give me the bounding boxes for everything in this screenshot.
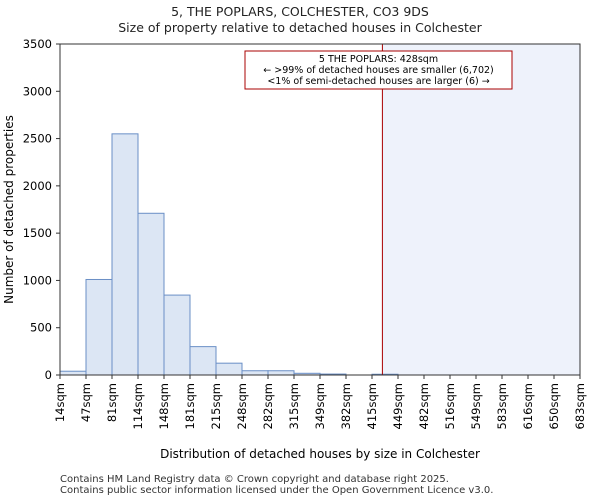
x-tick-label: 516sqm — [443, 383, 457, 429]
bar-114sqm — [137, 212, 165, 376]
x-tick-label: 315sqm — [287, 383, 301, 429]
y-tick-label: 2000 — [23, 179, 52, 193]
bars-group — [59, 133, 399, 376]
y-axis-label: Number of detached properties — [2, 115, 16, 304]
y-tick-label: 0 — [45, 368, 52, 382]
x-tick-label: 81sqm — [105, 383, 119, 422]
x-tick-label: 482sqm — [417, 383, 431, 429]
chart-title: 5, THE POPLARS, COLCHESTER, CO3 9DS Size… — [0, 4, 600, 36]
bar-181sqm — [189, 346, 217, 376]
bar-148sqm — [163, 294, 191, 376]
x-axis-label: Distribution of detached houses by size … — [160, 447, 480, 461]
title-line-2: Size of property relative to detached ho… — [118, 20, 482, 35]
x-tick-label: 248sqm — [235, 383, 249, 429]
x-tick-label: 382sqm — [339, 383, 353, 429]
annotation-line-1: 5 THE POPLARS: 428sqm — [319, 54, 438, 65]
x-tick-label: 14sqm — [53, 383, 67, 422]
bar-14sqm — [59, 370, 87, 376]
x-tick-label: 683sqm — [573, 383, 587, 429]
annotation-line-2: ← >99% of detached houses are smaller (6… — [263, 65, 494, 76]
bar-47sqm — [85, 278, 113, 376]
footer-line-2: Contains public sector information licen… — [60, 485, 494, 496]
x-tick-label: 114sqm — [131, 383, 145, 429]
y-tick-label: 3500 — [23, 37, 52, 51]
title-line-1: 5, THE POPLARS, COLCHESTER, CO3 9DS — [171, 4, 429, 19]
bar-248sqm — [241, 370, 269, 376]
x-tick-label: 583sqm — [495, 383, 509, 429]
x-tick-label: 181sqm — [183, 383, 197, 429]
y-tick-label: 2500 — [23, 132, 52, 146]
y-tick-label: 1500 — [23, 226, 52, 240]
x-tick-label: 549sqm — [469, 383, 483, 429]
x-tick-label: 47sqm — [79, 383, 93, 422]
x-tick-label: 349sqm — [313, 383, 327, 429]
y-axis: 0 500 1000 1500 2000 2500 3000 3500 — [23, 37, 60, 382]
x-axis: 14sqm 47sqm 81sqm 114sqm 148sqm 181sqm 215sqm 2… — [53, 375, 587, 429]
bar-81sqm — [111, 133, 139, 376]
footer: Contains HM Land Registry data © Crown c… — [60, 474, 493, 496]
histogram-chart: 5 THE POPLARS: 428sqm ← >99% of detached… — [2, 37, 587, 461]
marker-annotation: 5 THE POPLARS: 428sqm ← >99% of detached… — [244, 50, 513, 90]
plot-frame — [59, 43, 581, 376]
annotation-box — [244, 50, 513, 90]
y-tick-label: 1000 — [23, 273, 52, 287]
bar-282sqm — [267, 370, 295, 376]
highlight-region — [382, 44, 580, 375]
footer-line-1: Contains HM Land Registry data © Crown c… — [60, 474, 449, 485]
x-tick-label: 215sqm — [209, 383, 223, 429]
x-tick-label: 616sqm — [521, 383, 535, 429]
x-tick-label: 415sqm — [365, 383, 379, 429]
x-tick-label: 148sqm — [157, 383, 171, 429]
annotation-line-3: <1% of semi-detached houses are larger (… — [267, 76, 489, 87]
x-tick-label: 650sqm — [547, 383, 561, 429]
bar-215sqm — [215, 362, 243, 376]
y-tick-label: 3000 — [23, 84, 52, 98]
y-tick-label: 500 — [30, 321, 52, 335]
x-tick-label: 449sqm — [391, 383, 405, 429]
x-tick-label: 282sqm — [261, 383, 275, 429]
